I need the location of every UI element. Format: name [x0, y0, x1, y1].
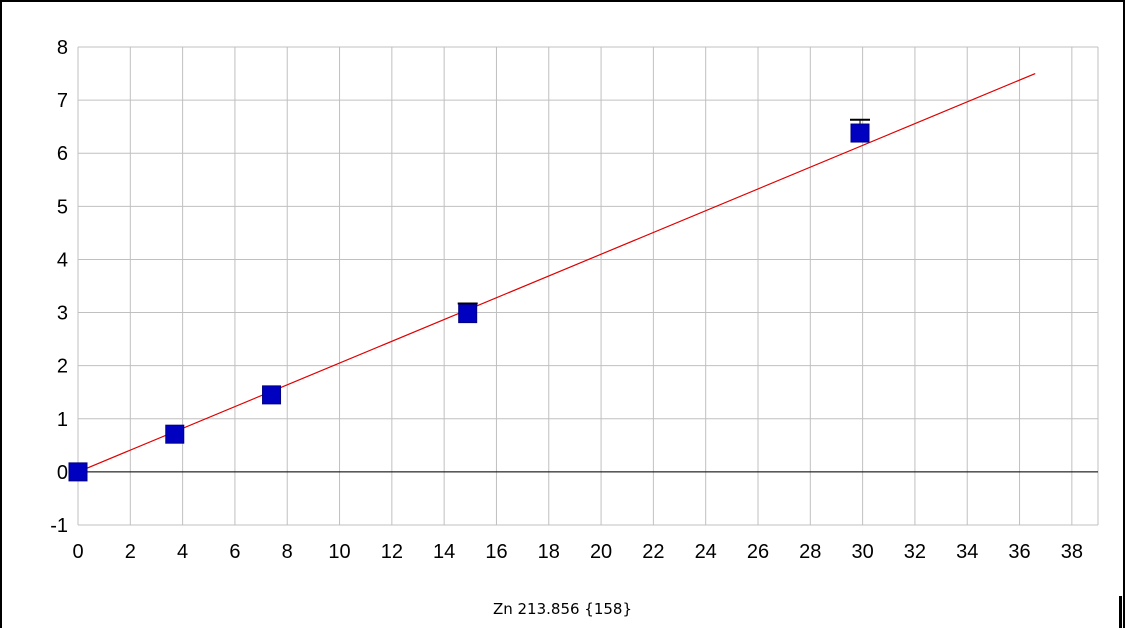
y-tick-label: 0 [57, 462, 68, 484]
x-tick-label: 22 [642, 541, 664, 563]
data-point [458, 304, 478, 324]
y-tick-labels: -1 0 1 2 3 4 5 6 7 8 [50, 37, 68, 537]
x-tick-label: 6 [229, 541, 240, 563]
x-tick-label: 16 [485, 541, 507, 563]
y-tick-label: 7 [57, 90, 68, 112]
x-tick-label: 18 [538, 541, 560, 563]
data-point [262, 385, 282, 405]
x-tick-label: 20 [590, 541, 612, 563]
x-tick-label: 8 [282, 541, 293, 563]
y-tick-label: 1 [57, 409, 68, 431]
x-tick-label: 34 [956, 541, 978, 563]
chart-caption: Zn 213.856 {158} [492, 600, 633, 618]
fit-line [77, 73, 1036, 473]
x-tick-label: 28 [799, 541, 821, 563]
y-tick-label: 4 [57, 249, 68, 271]
y-tick-label: 3 [57, 303, 68, 325]
data-point [165, 424, 185, 444]
fit-line-group [77, 73, 1036, 473]
x-tick-label: 14 [433, 541, 455, 563]
x-tick-label: 30 [851, 541, 873, 563]
y-tick-label: -1 [50, 515, 68, 537]
x-tick-label: 12 [381, 541, 403, 563]
data-points [68, 118, 870, 482]
x-tick-label: 0 [72, 541, 83, 563]
x-tick-label: 36 [1008, 541, 1030, 563]
data-point [68, 462, 88, 482]
x-tick-label: 26 [747, 541, 769, 563]
frame-edge-mark [1119, 596, 1122, 628]
x-tick-label: 32 [904, 541, 926, 563]
data-point [850, 123, 870, 143]
y-tick-label: 5 [57, 196, 68, 218]
y-tick-label: 6 [57, 143, 68, 165]
x-tick-label: 10 [328, 541, 350, 563]
x-tick-label: 24 [695, 541, 717, 563]
x-tick-label: 2 [125, 541, 136, 563]
x-tick-labels: 0 2 4 6 8 10 12 14 16 18 20 22 24 26 28 30 32 34 36 38 [72, 541, 1083, 563]
y-tick-label: 8 [57, 37, 68, 59]
x-tick-label: 38 [1061, 541, 1083, 563]
grid [77, 46, 1099, 526]
x-tick-label: 4 [177, 541, 188, 563]
y-tick-label: 2 [57, 356, 68, 378]
